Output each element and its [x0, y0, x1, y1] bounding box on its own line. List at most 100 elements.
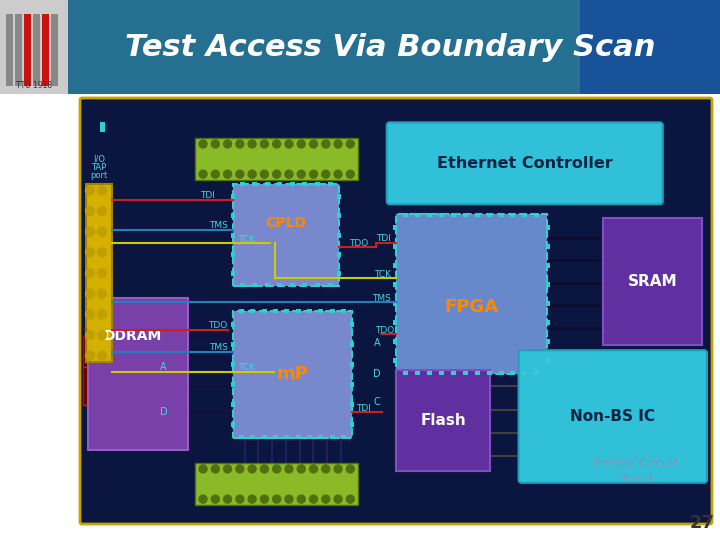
- Circle shape: [86, 330, 94, 340]
- FancyBboxPatch shape: [80, 98, 712, 524]
- Circle shape: [261, 140, 269, 148]
- Bar: [338, 213, 341, 219]
- Text: DDRAM: DDRAM: [104, 329, 162, 343]
- Circle shape: [248, 495, 256, 503]
- Bar: [350, 362, 354, 367]
- Bar: [295, 309, 300, 313]
- Circle shape: [261, 170, 269, 178]
- Circle shape: [310, 495, 318, 503]
- Bar: [393, 301, 397, 306]
- Circle shape: [285, 495, 293, 503]
- Bar: [580, 0, 720, 94]
- Bar: [393, 358, 397, 363]
- Circle shape: [236, 495, 244, 503]
- Bar: [284, 309, 289, 313]
- Bar: [510, 213, 516, 217]
- Bar: [415, 213, 420, 217]
- Circle shape: [285, 170, 293, 178]
- Text: SRAM: SRAM: [628, 274, 678, 289]
- Bar: [230, 252, 235, 256]
- Text: TDI: TDI: [200, 191, 215, 200]
- Bar: [240, 183, 245, 186]
- Bar: [24, 14, 31, 86]
- Bar: [523, 372, 527, 375]
- Bar: [307, 309, 312, 313]
- Circle shape: [97, 227, 107, 236]
- Bar: [0, 0, 720, 94]
- Text: 27: 27: [690, 514, 715, 532]
- Text: TCK: TCK: [238, 235, 255, 244]
- Bar: [295, 435, 300, 438]
- Circle shape: [334, 465, 342, 473]
- Circle shape: [97, 310, 107, 319]
- Bar: [83, 336, 91, 404]
- Text: port: port: [91, 171, 107, 180]
- Bar: [463, 213, 468, 217]
- Bar: [42, 14, 49, 86]
- Bar: [239, 435, 244, 438]
- Bar: [393, 320, 397, 325]
- Bar: [6, 14, 13, 86]
- Bar: [318, 309, 323, 313]
- Circle shape: [236, 140, 244, 148]
- Circle shape: [97, 248, 107, 257]
- Text: Printed Circuit
Board: Printed Circuit Board: [593, 457, 677, 485]
- Bar: [341, 435, 346, 438]
- Bar: [393, 244, 397, 249]
- Bar: [546, 339, 550, 344]
- Bar: [463, 372, 468, 375]
- Circle shape: [334, 495, 342, 503]
- Bar: [451, 213, 456, 217]
- Bar: [546, 358, 550, 363]
- Text: TDO: TDO: [209, 321, 228, 330]
- Circle shape: [322, 170, 330, 178]
- Bar: [265, 282, 270, 287]
- Text: D: D: [160, 407, 167, 417]
- Circle shape: [334, 140, 342, 148]
- Text: FPGA: FPGA: [444, 298, 498, 316]
- Circle shape: [285, 465, 293, 473]
- Bar: [15, 14, 22, 86]
- Bar: [251, 435, 255, 438]
- Circle shape: [346, 170, 354, 178]
- Bar: [277, 282, 282, 287]
- Text: A: A: [160, 362, 166, 372]
- Circle shape: [211, 495, 220, 503]
- Circle shape: [224, 140, 232, 148]
- Bar: [546, 320, 550, 325]
- Bar: [33, 14, 40, 86]
- Circle shape: [97, 268, 107, 278]
- Text: Non-BS IC: Non-BS IC: [570, 409, 655, 424]
- Circle shape: [199, 140, 207, 148]
- Circle shape: [199, 465, 207, 473]
- Bar: [338, 271, 341, 275]
- Circle shape: [334, 170, 342, 178]
- Bar: [393, 263, 397, 268]
- Bar: [195, 138, 359, 180]
- Bar: [318, 435, 323, 438]
- Bar: [427, 213, 432, 217]
- Circle shape: [211, 170, 220, 178]
- Text: D: D: [374, 369, 381, 379]
- Bar: [261, 309, 266, 313]
- Bar: [474, 213, 480, 217]
- Circle shape: [273, 170, 281, 178]
- Bar: [230, 402, 235, 407]
- Bar: [396, 214, 546, 374]
- Bar: [230, 382, 235, 387]
- Circle shape: [248, 170, 256, 178]
- Bar: [546, 244, 550, 249]
- Bar: [100, 122, 105, 132]
- Bar: [523, 213, 527, 217]
- Text: TDO: TDO: [349, 239, 369, 248]
- Circle shape: [97, 289, 107, 298]
- Circle shape: [310, 170, 318, 178]
- Circle shape: [285, 140, 293, 148]
- Circle shape: [346, 465, 354, 473]
- Bar: [451, 372, 456, 375]
- Bar: [328, 282, 333, 287]
- Bar: [338, 252, 341, 256]
- Circle shape: [261, 495, 269, 503]
- Bar: [0, 0, 720, 94]
- Text: TDI: TDI: [376, 234, 391, 244]
